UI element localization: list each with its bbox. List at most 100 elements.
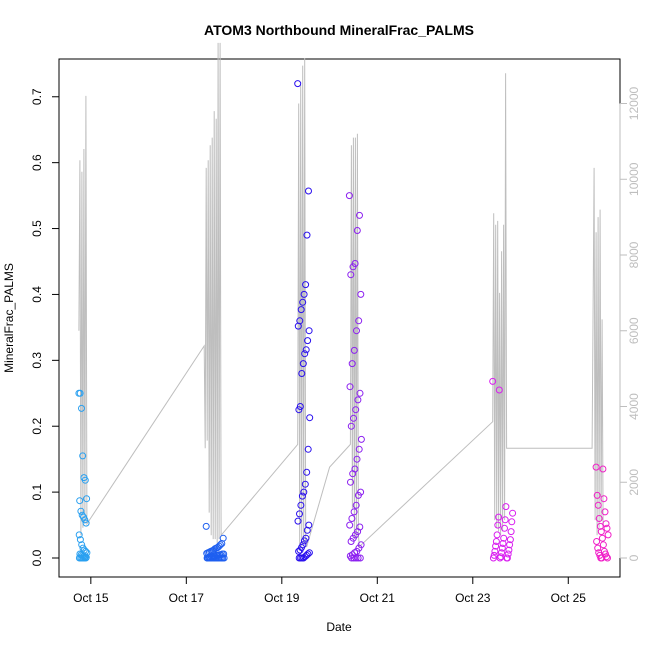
- data-point: [81, 516, 89, 524]
- data-point: [75, 531, 83, 539]
- data-point: [493, 531, 501, 539]
- secondary-line-layer: [78, 42, 604, 551]
- y-tick-label: 0.6: [30, 154, 44, 171]
- data-point: [346, 383, 354, 391]
- data-point: [83, 495, 91, 503]
- y2-tick-label: 2000: [627, 469, 641, 496]
- data-point: [350, 414, 357, 422]
- data-point: [352, 406, 360, 414]
- data-point: [295, 547, 303, 555]
- data-point: [77, 507, 85, 515]
- data-point: [492, 538, 500, 545]
- data-point: [491, 547, 499, 555]
- y-tick-label: 0.1: [30, 483, 44, 500]
- data-point: [495, 386, 503, 394]
- data-point: [296, 403, 304, 410]
- data-point: [302, 281, 310, 289]
- y2-tick-label: 4000: [627, 393, 641, 420]
- data-point: [297, 306, 305, 314]
- data-point: [82, 519, 90, 527]
- data-point: [296, 510, 303, 518]
- data-point: [348, 360, 356, 368]
- y2-tick-label: 6000: [627, 317, 641, 344]
- data-point: [506, 541, 514, 549]
- scatter-points-layer: [75, 80, 612, 562]
- data-point: [505, 546, 513, 554]
- data-point: [602, 520, 610, 528]
- data-point: [202, 522, 210, 530]
- data-point: [496, 554, 504, 562]
- data-point: [347, 271, 355, 279]
- data-point: [489, 554, 497, 562]
- x-tick-label: Oct 15: [73, 591, 109, 605]
- data-point: [300, 488, 308, 496]
- data-point: [357, 290, 365, 298]
- data-point: [352, 501, 360, 509]
- data-point: [348, 554, 356, 562]
- data-point: [204, 554, 212, 562]
- data-point: [348, 515, 356, 522]
- x-axis: Oct 15 Oct 17 Oct 19 Oct 21 Oct 23 Oct 25: [73, 576, 586, 605]
- y-tick-label: 0.7: [30, 88, 44, 105]
- y-tick-label: 0.0: [30, 549, 44, 566]
- plot-frame: [58, 58, 621, 578]
- data-point: [501, 516, 509, 524]
- data-point: [76, 389, 84, 397]
- data-point: [303, 231, 311, 239]
- data-point: [304, 445, 312, 453]
- y-tick-label: 0.4: [30, 286, 44, 303]
- y-axis: 0.0 0.1 0.2 0.3 0.4 0.5 0.6 0.7: [30, 88, 60, 566]
- data-point: [347, 538, 355, 545]
- data-point: [349, 470, 357, 478]
- data-point: [593, 491, 601, 499]
- data-point: [354, 396, 362, 404]
- y2-tick-label: 10000: [627, 162, 641, 196]
- data-point: [350, 508, 358, 516]
- data-point: [508, 518, 516, 526]
- y-axis-label: MineralFrac_PALMS: [2, 263, 16, 373]
- data-point: [301, 350, 309, 358]
- data-point: [495, 513, 503, 521]
- data-point: [500, 534, 508, 542]
- data-point: [298, 492, 306, 500]
- x-tick-label: Oct 23: [455, 591, 491, 605]
- data-point: [594, 501, 602, 509]
- data-point: [489, 377, 497, 385]
- data-point: [599, 541, 607, 549]
- data-point: [600, 495, 608, 503]
- data-point: [594, 544, 602, 552]
- data-point: [598, 554, 606, 562]
- data-point: [301, 480, 309, 488]
- data-point: [507, 528, 515, 536]
- data-point: [304, 337, 312, 345]
- data-point: [354, 491, 362, 499]
- data-point: [595, 515, 603, 522]
- data-point: [499, 540, 507, 547]
- data-point: [494, 521, 502, 529]
- x-tick-label: Oct 17: [169, 591, 205, 605]
- data-point: [78, 404, 85, 412]
- data-point: [353, 455, 361, 463]
- data-point: [294, 517, 302, 525]
- data-point: [503, 554, 511, 562]
- y-tick-label: 0.2: [30, 418, 44, 435]
- data-point: [299, 298, 307, 306]
- secondary-y-axis: 0 2000 4000 6000 8000 10000 12000: [619, 87, 641, 561]
- data-point: [355, 317, 363, 325]
- data-point: [355, 445, 363, 453]
- data-point: [353, 327, 360, 335]
- data-point: [300, 290, 308, 298]
- data-point: [604, 531, 612, 539]
- y2-tick-label: 8000: [627, 241, 641, 268]
- data-point: [298, 370, 306, 377]
- data-point: [601, 508, 609, 516]
- x-tick-label: Oct 21: [360, 591, 396, 605]
- data-point: [352, 554, 360, 562]
- data-point: [76, 497, 84, 505]
- data-point: [350, 554, 358, 562]
- data-point: [592, 463, 600, 471]
- data-point: [305, 187, 312, 195]
- y2-tick-label: 12000: [627, 87, 641, 121]
- data-point: [492, 542, 500, 550]
- data-point: [295, 406, 303, 414]
